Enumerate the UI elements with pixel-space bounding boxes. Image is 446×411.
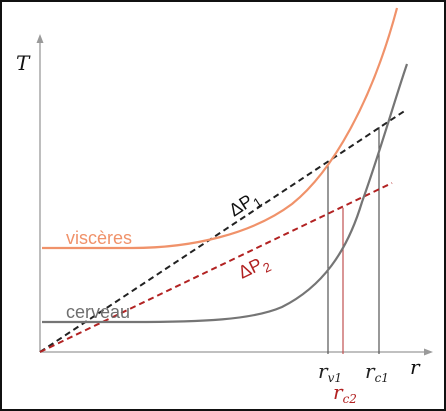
dp1-label-main: ΔP xyxy=(225,190,256,220)
rc2-label-sub: c2 xyxy=(343,392,357,406)
dp2-line xyxy=(39,182,393,353)
rv1-label-main: r xyxy=(318,359,329,383)
x-axis-arrow xyxy=(424,348,433,356)
rv1-label: rv1 xyxy=(318,359,342,385)
axes xyxy=(36,34,433,356)
rc2-label: rc2 xyxy=(333,380,357,406)
dp1-label: ΔP1 xyxy=(225,187,264,224)
svg-text:ΔP1: ΔP1 xyxy=(225,187,264,224)
visceres-label: viscères xyxy=(66,228,132,248)
rc1-label: rc1 xyxy=(365,359,389,385)
rv1-label-sub: v1 xyxy=(328,371,342,385)
rc1-label-sub: c1 xyxy=(375,371,389,385)
rc2-label-main: r xyxy=(333,380,344,404)
visceres-curve xyxy=(42,7,399,250)
cerveau-curve xyxy=(42,63,409,324)
x-axis-label: r xyxy=(410,355,421,379)
dp2-label-main: ΔP xyxy=(235,254,265,283)
rc1-label-main: r xyxy=(365,359,376,383)
y-axis-label: T xyxy=(16,51,31,75)
y-axis-arrow xyxy=(36,34,44,43)
cerveau-label: cerveau xyxy=(66,302,130,322)
dp1-line xyxy=(39,109,407,353)
